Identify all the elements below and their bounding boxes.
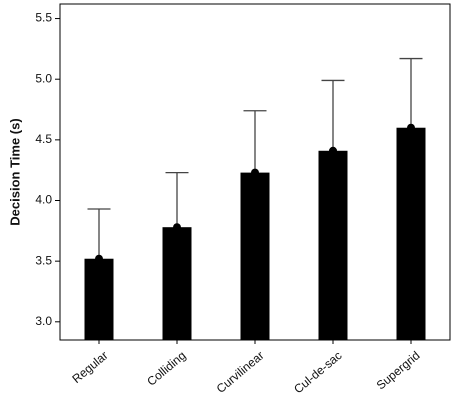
y-tick-label: 4.0 <box>35 193 52 207</box>
x-tick-label: Curvilinear <box>214 348 267 396</box>
x-tick-label: Cul-de-sac <box>291 348 344 396</box>
y-tick-label: 3.0 <box>35 314 52 328</box>
bar <box>396 127 426 340</box>
x-tick-label: Supergrid <box>374 348 423 392</box>
bar-marker <box>173 223 181 232</box>
y-axis-label: Decision Time (s) <box>7 118 22 225</box>
y-tick-label: 3.5 <box>35 253 52 267</box>
y-tick-label: 5.0 <box>35 71 52 85</box>
bars <box>84 123 426 340</box>
bar-marker <box>251 168 259 177</box>
bar-marker <box>329 146 337 155</box>
x-tick-label: Colliding <box>144 348 188 388</box>
bar <box>318 150 348 340</box>
bar-marker <box>407 123 415 132</box>
y-axis: 3.0 3.5 4.0 4.5 5.0 5.5 <box>35 11 60 328</box>
bar <box>162 227 192 340</box>
y-tick-label: 5.5 <box>35 11 52 25</box>
y-tick-label: 4.5 <box>35 132 52 146</box>
error-bars <box>87 57 423 259</box>
bar <box>240 172 270 340</box>
x-tick-label: Regular <box>69 348 110 386</box>
x-axis: Regular Colliding Curvilinear Cul-de-sac Sup… <box>69 340 423 396</box>
bar <box>84 258 114 340</box>
bar-marker <box>95 254 103 263</box>
